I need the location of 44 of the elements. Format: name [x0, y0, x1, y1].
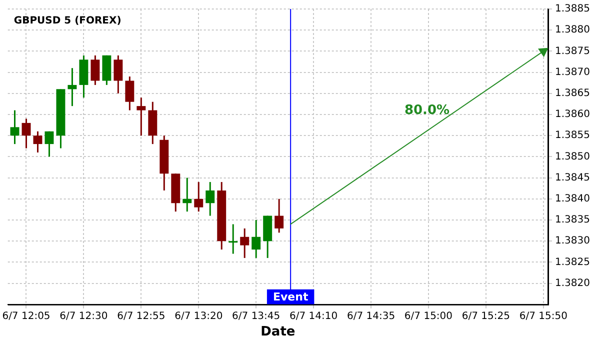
annotation: 80.0%	[404, 103, 450, 118]
candlestick	[90, 54, 100, 86]
ref-line-label: Event	[272, 290, 308, 304]
y-tick-label: 1.3875	[555, 46, 590, 57]
y-tick-label: 1.3855	[555, 130, 590, 142]
y-tick-label: 1.3850	[555, 151, 590, 162]
x-axis-title: Date	[260, 324, 296, 340]
y-tick-label: 1.3870	[555, 66, 590, 78]
candlestick	[33, 130, 42, 154]
candlestick	[182, 177, 192, 212]
x-tick-label: 6/7 15:00	[404, 310, 453, 322]
y-tick-label: 1.3885	[555, 4, 590, 15]
x-tick-label: 6/7 15:50	[519, 310, 568, 322]
candlestick	[68, 67, 77, 107]
y-tick-label: 1.3865	[555, 88, 590, 99]
candlestick	[240, 228, 250, 259]
candlestick	[125, 76, 134, 112]
candlestick	[228, 223, 238, 255]
x-tick-label: 6/7 12:55	[117, 310, 166, 322]
x-tick-label: 6/7 13:20	[174, 310, 223, 322]
x-tick-label: 6/7 14:10	[290, 310, 338, 322]
y-tick-label: 1.3835	[555, 214, 590, 226]
y-tick-label: 1.3840	[555, 193, 590, 204]
y-tick-label: 1.3860	[555, 109, 590, 120]
candlestick	[194, 181, 204, 212]
y-tick-label: 1.3830	[555, 236, 590, 247]
x-tick-label: 6/7 15:25	[462, 310, 510, 322]
candlestick	[252, 219, 261, 259]
candlestick	[274, 198, 284, 234]
candlestick	[10, 110, 20, 145]
x-tick-label: 6/7 13:45	[232, 310, 280, 322]
x-tick-label: 6/7 14:35	[346, 310, 396, 322]
y-tick-label: 1.3880	[555, 24, 590, 36]
candlestick	[114, 54, 123, 94]
x-tick-label: 6/7 12:30	[60, 310, 108, 322]
text: GBPUSD 5 (FOREX)	[14, 16, 122, 27]
candlestick	[22, 118, 31, 150]
x-tick-label: 6/7 12:05	[2, 310, 50, 322]
candlestick	[206, 181, 215, 217]
candlestick	[136, 96, 146, 136]
y-tick-label: 1.3825	[555, 256, 590, 268]
y-tick-label: 1.3845	[555, 172, 590, 184]
y-tick-label: 1.3820	[555, 278, 590, 289]
candlestick	[44, 130, 54, 158]
